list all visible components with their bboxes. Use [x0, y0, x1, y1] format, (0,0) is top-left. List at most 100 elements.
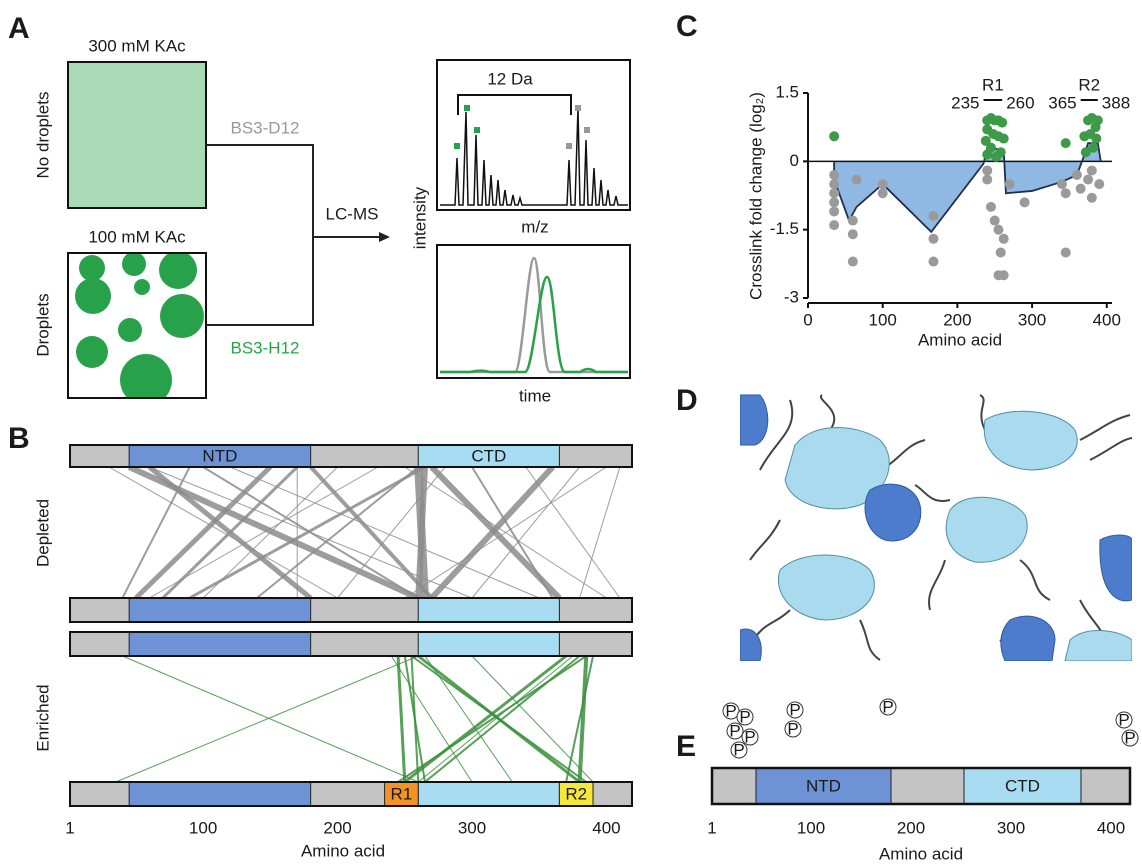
crosslink	[525, 466, 621, 599]
crosslink	[417, 654, 581, 784]
data-point	[1086, 192, 1097, 203]
data-point	[1004, 179, 1015, 190]
data-point	[1094, 179, 1105, 190]
data-point	[1060, 138, 1071, 149]
x-tick-label: 400	[1097, 818, 1125, 837]
data-point	[829, 220, 840, 231]
crosslink	[415, 466, 428, 599]
phospho-site	[730, 741, 748, 759]
panel-label: C	[676, 10, 698, 43]
data-point	[1088, 142, 1099, 153]
crosslink	[229, 466, 540, 599]
crosslink	[134, 465, 273, 600]
data-point	[829, 170, 840, 180]
crosslink	[410, 655, 420, 783]
data-point	[877, 188, 888, 199]
connector	[206, 144, 314, 326]
region-label: R2	[565, 784, 587, 803]
domain-label: NTD	[202, 446, 237, 465]
domain-label: CTD	[471, 446, 506, 465]
protein-outline	[69, 631, 633, 657]
x-tick-label: 300	[997, 818, 1025, 837]
data-point	[847, 256, 858, 267]
x-tick-label: 300	[458, 818, 486, 837]
data-point	[847, 215, 858, 226]
domain	[128, 781, 312, 807]
method-label: LC-MS	[326, 204, 379, 223]
chromatogram-trace	[440, 256, 628, 374]
data-point	[985, 201, 996, 212]
group-label: Enriched	[33, 684, 52, 751]
phospho-label: P	[789, 700, 800, 719]
salt-label: 100 mM KAc	[88, 227, 186, 246]
data-point	[928, 256, 939, 267]
domain	[417, 631, 560, 657]
x-tick-label: 200	[323, 818, 351, 837]
crosslink	[122, 655, 419, 783]
phospho-label: P	[1124, 728, 1135, 747]
region	[384, 781, 419, 807]
region-end: 388	[1102, 93, 1130, 112]
reagent-label: BS3-H12	[231, 338, 300, 357]
data-point	[1075, 183, 1086, 194]
data-point	[982, 174, 993, 185]
data-point	[1092, 115, 1103, 126]
panel-label: A	[8, 12, 30, 45]
crosslink	[149, 466, 379, 599]
x-tick-label: 400	[1093, 310, 1121, 329]
phospho-label: P	[787, 719, 798, 738]
y-tick-label: 0	[790, 151, 799, 170]
data-point	[1083, 174, 1094, 185]
phospho-site	[784, 720, 802, 738]
data-point	[1060, 188, 1071, 199]
phospho-site	[1121, 729, 1139, 747]
arrow-head	[379, 232, 390, 242]
spectrum-trace	[440, 107, 628, 206]
x-tick-label: 400	[592, 818, 620, 837]
data-point	[993, 224, 1004, 235]
data-point	[928, 211, 939, 221]
phospho-label: P	[725, 701, 736, 720]
domain-label: CTD	[1005, 776, 1040, 795]
x-axis-label: Amino acid	[301, 841, 385, 860]
x-tick-label: 300	[1018, 310, 1046, 329]
data-point	[1071, 170, 1082, 180]
state-label: Droplets	[33, 293, 52, 356]
data-point	[980, 135, 991, 146]
crosslink	[161, 465, 299, 600]
axis-label: intensity	[410, 186, 429, 249]
crosslink	[390, 655, 473, 783]
crosslink	[309, 465, 434, 600]
phospho-label: P	[744, 727, 755, 746]
data-point	[995, 247, 1006, 258]
data-point	[829, 197, 840, 208]
region-label: R2	[1078, 75, 1100, 94]
data-point	[1019, 197, 1030, 208]
panel-label: E	[676, 730, 696, 763]
region-start: 365	[1048, 93, 1076, 112]
x-axis-label: Amino acid	[918, 330, 1002, 349]
axis-label: time	[519, 386, 551, 405]
protein-outline	[69, 444, 633, 468]
x-tick-label: 100	[189, 818, 217, 837]
crosslink	[471, 466, 580, 599]
data-point	[851, 174, 862, 185]
crosslink	[397, 655, 587, 783]
phospho-label: P	[733, 740, 744, 759]
crosslink	[108, 466, 338, 599]
data-point	[982, 149, 993, 160]
x-tick-label: 1	[65, 818, 74, 837]
phospho-site	[726, 722, 744, 740]
droplet-sample	[67, 252, 207, 399]
data-point	[829, 206, 840, 217]
domain-label: NTD	[806, 776, 841, 795]
crosslink	[337, 466, 446, 599]
data-point	[1086, 165, 1097, 176]
phospho-site	[786, 701, 804, 719]
crosslink	[115, 655, 419, 783]
panel-label: B	[8, 422, 30, 455]
crosslink	[396, 655, 407, 783]
data-point	[989, 215, 1000, 226]
mass-shift-bracket	[457, 94, 572, 115]
